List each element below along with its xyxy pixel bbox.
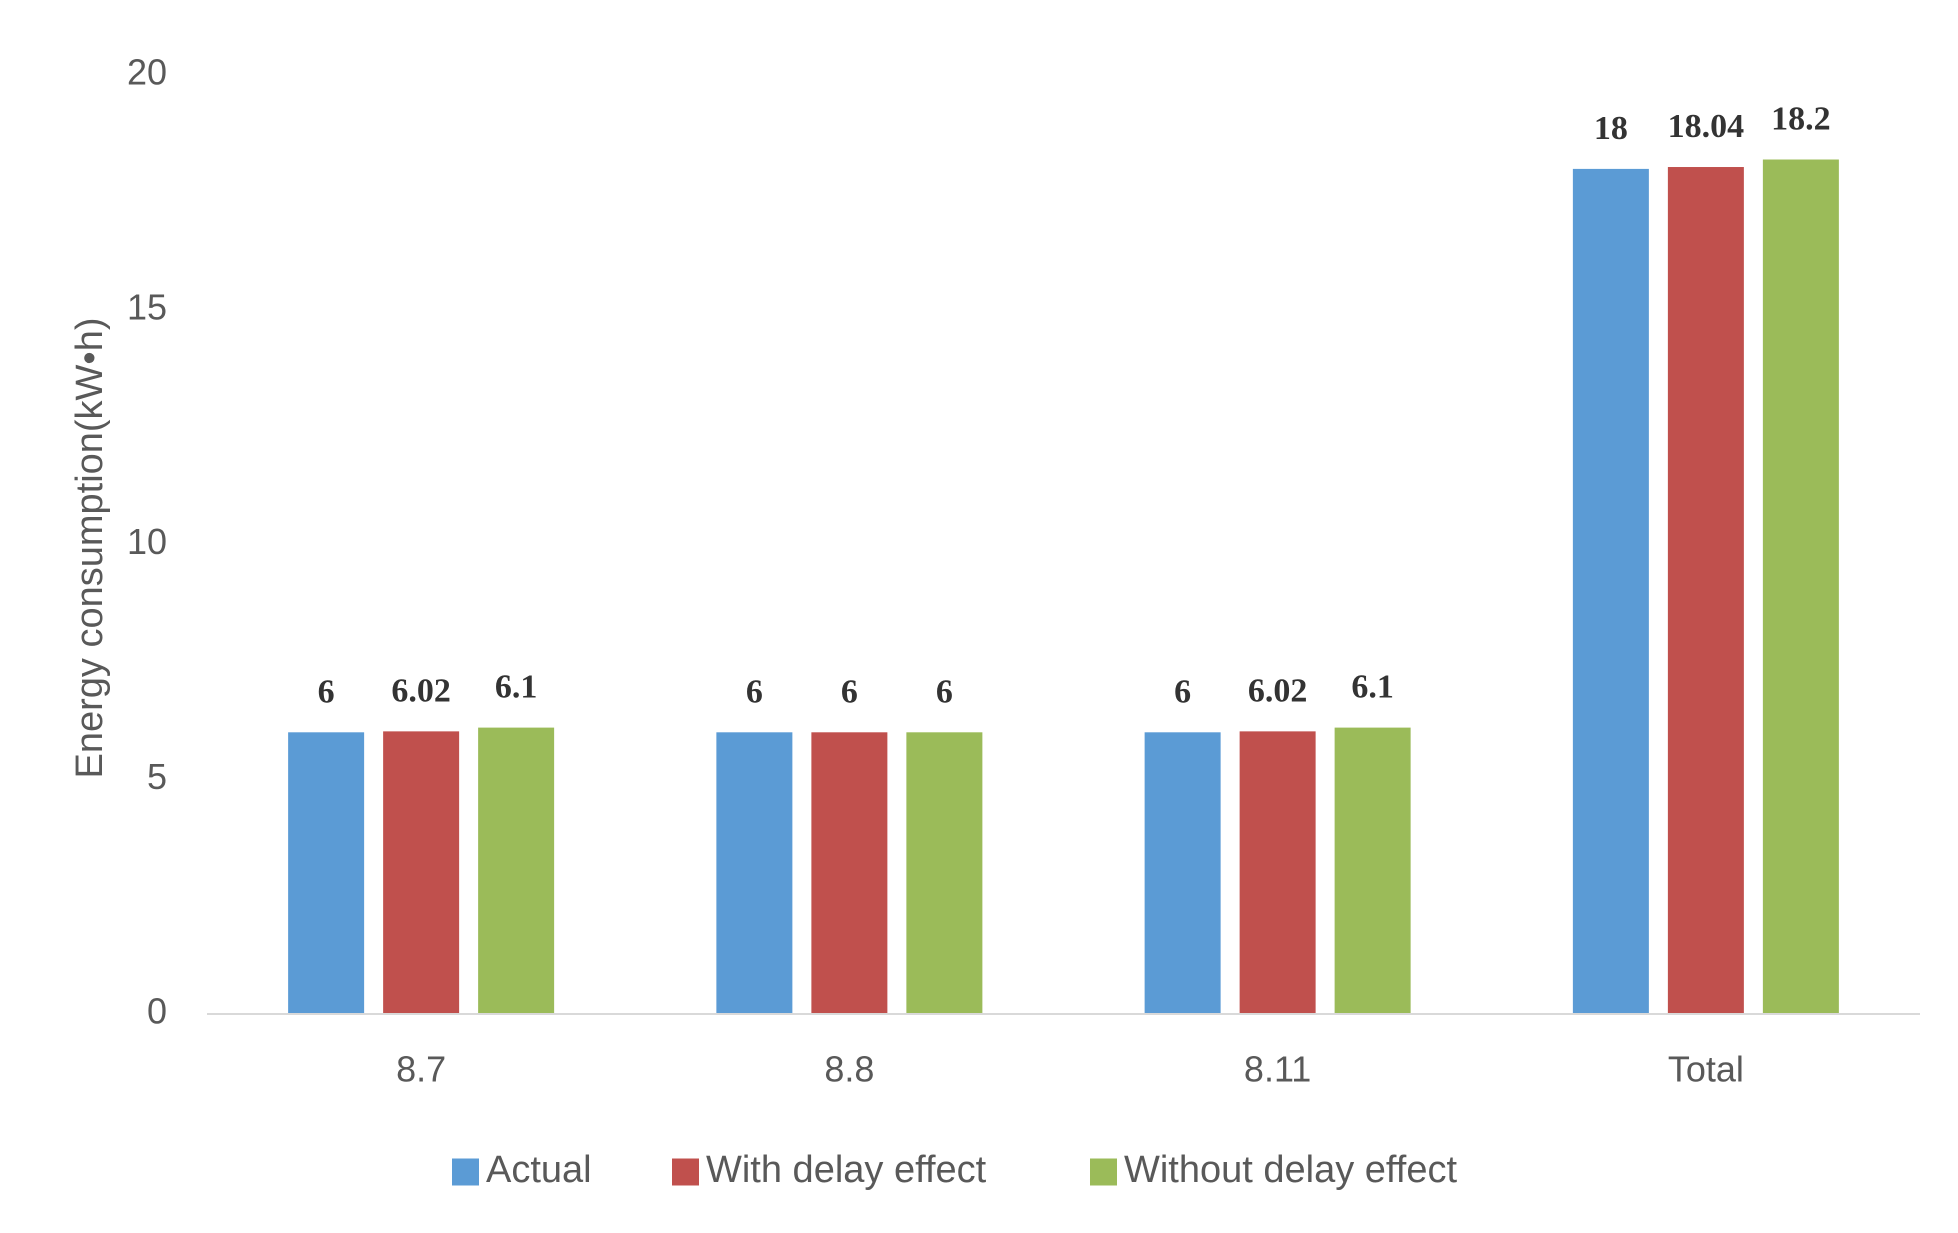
x-axis-ticks: 8.7 8.8 8.11 Total — [396, 1049, 1744, 1090]
y-axis-ticks: 0 5 10 15 20 — [127, 52, 167, 1032]
legend-label: With delay effect — [706, 1149, 987, 1191]
bar — [1667, 167, 1744, 1015]
y-tick-label: 15 — [127, 286, 167, 327]
x-tick-label: 8.7 — [396, 1049, 446, 1090]
data-label: 18 — [1594, 110, 1628, 147]
data-label: 6.02 — [391, 672, 451, 709]
data-label: 6.1 — [495, 669, 538, 706]
bar — [383, 731, 460, 1014]
y-tick-label: 5 — [147, 756, 167, 797]
y-tick-label: 0 — [147, 991, 167, 1032]
legend-swatch — [672, 1158, 699, 1186]
legend-label: Actual — [486, 1149, 592, 1191]
x-tick-label: Total — [1668, 1049, 1744, 1090]
data-label: 6 — [746, 673, 763, 710]
bar — [906, 732, 983, 1014]
x-tick-label: 8.8 — [824, 1049, 874, 1090]
data-label: 18.2 — [1771, 101, 1831, 138]
legend-swatch — [452, 1158, 479, 1186]
data-label: 18.04 — [1668, 108, 1745, 145]
bar — [1239, 731, 1316, 1014]
y-tick-label: 20 — [127, 52, 167, 93]
y-tick-label: 10 — [127, 521, 167, 562]
bar — [1144, 732, 1221, 1014]
bar — [811, 732, 888, 1014]
data-label: 6.02 — [1248, 672, 1308, 709]
bar — [1762, 159, 1839, 1014]
y-axis-title: Energy consumption(kW•h) — [69, 317, 111, 778]
data-labels: 6 6.02 6.1 6 6 6 6 6.02 6.1 18 18.04 18.2 — [318, 101, 1831, 711]
legend-label: Without delay effect — [1124, 1149, 1457, 1191]
data-label: 6 — [1174, 673, 1191, 710]
data-label: 6 — [936, 673, 953, 710]
legend-swatch — [1090, 1158, 1117, 1186]
bars — [288, 159, 1839, 1015]
data-label: 6 — [318, 673, 335, 710]
bar — [478, 727, 555, 1014]
legend: Actual With delay effect Without delay eff… — [452, 1149, 1457, 1191]
bar — [288, 732, 365, 1014]
data-label: 6 — [841, 673, 858, 710]
x-tick-label: 8.11 — [1244, 1049, 1311, 1090]
data-label: 6.1 — [1351, 669, 1394, 706]
bar — [1572, 168, 1649, 1014]
bar — [1334, 727, 1411, 1014]
bar — [716, 732, 793, 1014]
